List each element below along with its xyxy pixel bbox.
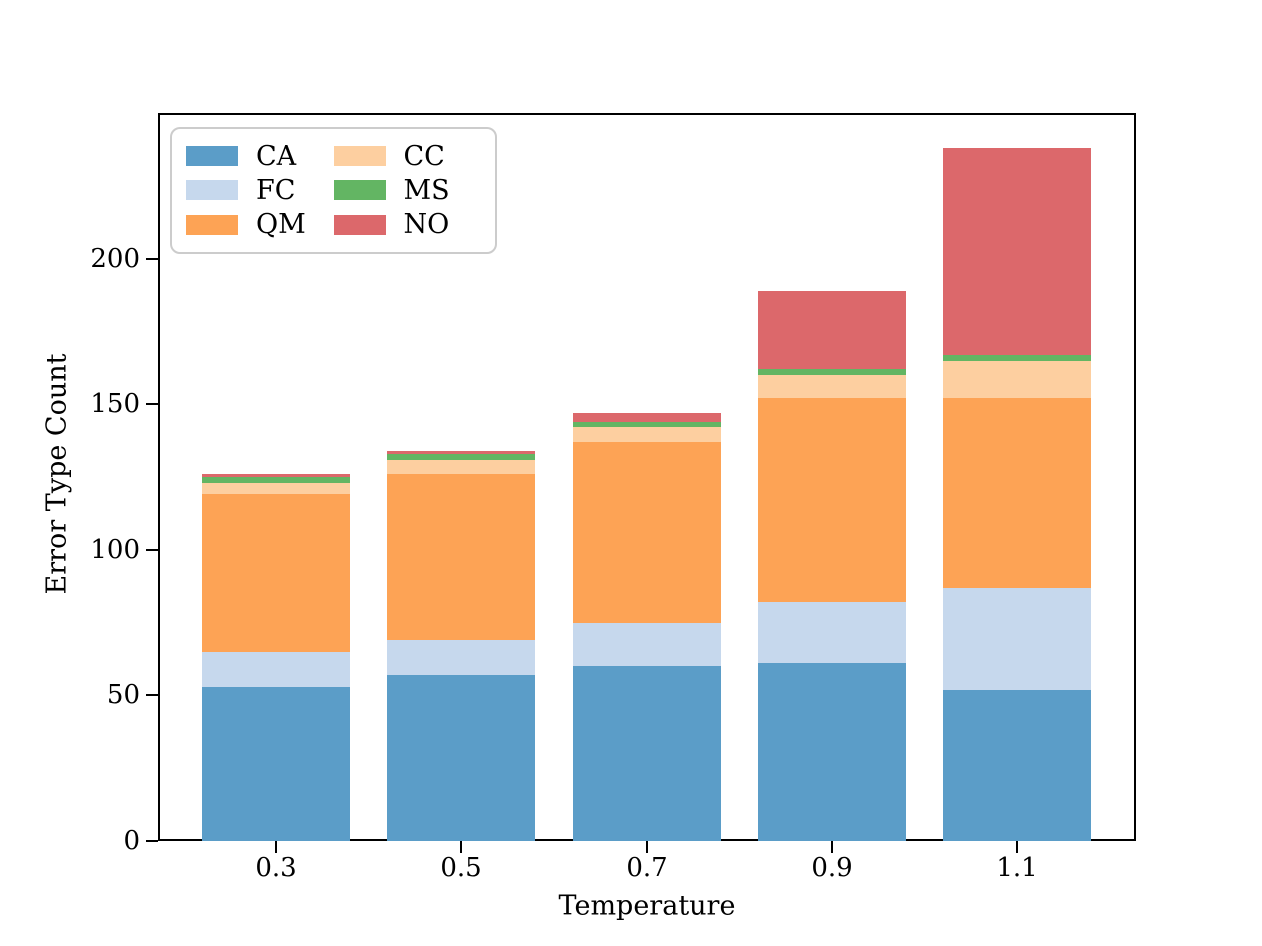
y-tick-mark <box>146 257 158 260</box>
bar-1.1-segment-FC <box>943 587 1091 690</box>
bar-0.5-segment-CA <box>387 675 535 841</box>
bar-1.1-segment-CC <box>943 360 1091 399</box>
x-tick-mark <box>646 841 648 853</box>
y-tick-mark <box>146 840 158 842</box>
bar-0.7-segment-CA <box>573 666 721 841</box>
y-tick-mark <box>146 694 158 697</box>
legend-item-NO: NO <box>333 209 482 241</box>
y-tick-mark <box>146 548 158 551</box>
legend-item-MS: MS <box>333 174 482 206</box>
legend-item-CA: CA <box>186 143 334 170</box>
bar-0.9-segment-QM <box>758 398 906 603</box>
legend-swatch-CC <box>333 146 386 167</box>
bar-0.9-segment-CA <box>758 663 906 841</box>
x-tick-mark <box>831 841 833 853</box>
y-tick-label: 100 <box>90 534 140 565</box>
y-tick-label: 0 <box>123 826 140 856</box>
bar-1.1-segment-MS <box>943 354 1091 361</box>
bar-0.3-segment-CA <box>202 686 350 841</box>
legend-swatch-MS <box>333 180 386 201</box>
bar-0.9-segment-MS <box>758 369 906 376</box>
y-tick-label: 150 <box>90 389 140 420</box>
bar-0.7-segment-NO <box>573 412 721 422</box>
legend-label: CA <box>256 140 297 172</box>
legend: CA FC QM CC MS NO <box>170 127 497 254</box>
legend-swatch-CA <box>186 146 238 167</box>
x-tick-label: 0.5 <box>440 853 482 883</box>
y-tick-mark <box>146 403 158 406</box>
legend-swatch-FC <box>186 180 238 201</box>
x-tick-mark <box>275 841 277 853</box>
legend-label: MS <box>403 174 450 206</box>
bar-0.3-segment-CC <box>202 482 350 495</box>
y-tick-label: 200 <box>90 243 140 274</box>
bar-0.9-segment-NO <box>758 290 906 370</box>
legend-item-FC: FC <box>186 177 334 204</box>
bar-0.7-segment-CC <box>573 427 721 443</box>
bar-0.5-segment-CC <box>387 459 535 475</box>
bar-0.3-segment-NO <box>202 474 350 477</box>
bar-1.1-segment-CA <box>943 689 1091 841</box>
bar-0.7-segment-QM <box>573 442 721 623</box>
legend-label: NO <box>403 209 450 241</box>
y-tick-label: 50 <box>106 680 140 711</box>
bar-0.5-segment-NO <box>387 450 535 454</box>
bar-0.9-segment-CC <box>758 375 906 399</box>
x-tick-label: 0.3 <box>255 853 297 883</box>
legend-label: FC <box>256 174 296 206</box>
legend-label: CC <box>403 140 445 172</box>
legend-swatch-QM <box>186 214 238 235</box>
legend-label: QM <box>256 209 306 241</box>
bar-0.5-segment-MS <box>387 453 535 460</box>
bar-1.1-segment-NO <box>943 147 1091 355</box>
bar-0.7-segment-MS <box>573 421 721 428</box>
legend-item-CC: CC <box>333 140 482 172</box>
bar-0.9-segment-FC <box>758 602 906 664</box>
legend-swatch-NO <box>333 214 386 235</box>
bar-0.3-segment-QM <box>202 494 350 652</box>
bar-1.1-segment-QM <box>943 398 1091 588</box>
bar-0.3-segment-MS <box>202 477 350 483</box>
legend-item-QM: QM <box>186 211 334 238</box>
bar-0.5-segment-QM <box>387 474 535 641</box>
bar-0.5-segment-FC <box>387 640 535 675</box>
x-tick-label: 0.9 <box>811 853 853 883</box>
x-tick-label: 0.7 <box>626 853 668 883</box>
x-tick-mark <box>1016 841 1018 853</box>
x-tick-label: 1.1 <box>996 853 1038 883</box>
x-axis-label: Temperature <box>558 890 736 922</box>
x-tick-mark <box>460 841 462 853</box>
bar-0.3-segment-FC <box>202 651 350 687</box>
bar-0.7-segment-FC <box>573 622 721 667</box>
